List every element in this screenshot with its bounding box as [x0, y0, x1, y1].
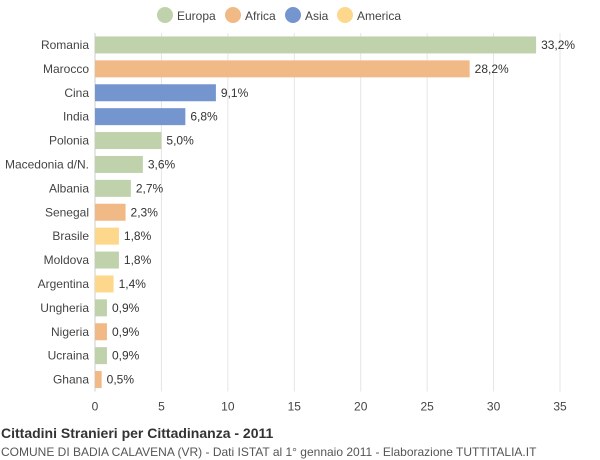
category-label: Cina	[64, 86, 89, 100]
category-label: Romania	[41, 38, 89, 52]
category-labels: Romania Marocco Cina India Polonia Macedonia …	[5, 38, 89, 387]
bar	[95, 84, 216, 102]
legend-label: Asia	[305, 9, 329, 23]
value-label: 2,3%	[131, 205, 159, 219]
chart: Europa Africa Asia America Romania Marocco Ci…	[5, 7, 576, 414]
category-label: Macedonia d/N.	[5, 157, 89, 171]
category-label: Senegal	[45, 205, 89, 219]
x-tick-label: 15	[288, 400, 302, 414]
x-tick-label: 0	[92, 400, 99, 414]
bar	[95, 299, 107, 317]
x-tick-label: 30	[487, 400, 501, 414]
bar	[95, 203, 126, 221]
legend-swatch	[157, 7, 173, 23]
bar	[95, 323, 107, 341]
value-label: 1,8%	[124, 253, 152, 267]
chart-title: Cittadini Stranieri per Cittadinanza - 2…	[1, 425, 274, 441]
value-label: 1,4%	[119, 277, 147, 291]
x-tick-label: 20	[354, 400, 368, 414]
bars	[95, 36, 537, 389]
x-tick-label: 10	[221, 400, 235, 414]
x-tick-label: 25	[420, 400, 434, 414]
legend-swatch	[285, 7, 301, 23]
chart-subtitle: COMUNE DI BADIA CALAVENA (VR) - Dati IST…	[1, 445, 537, 459]
x-tick-labels: 0 5 10 15 20 25 30 35	[92, 400, 567, 414]
legend-item: Asia	[285, 7, 329, 23]
value-label: 0,9%	[112, 301, 140, 315]
value-label: 5,0%	[166, 134, 194, 148]
legend-swatch	[337, 7, 353, 23]
value-label: 6,8%	[190, 110, 218, 124]
legend-label: Europa	[177, 9, 216, 23]
value-label: 28,2%	[475, 62, 509, 76]
bar	[95, 251, 119, 269]
category-label: India	[63, 110, 89, 124]
value-label: 3,6%	[148, 157, 176, 171]
value-label: 0,9%	[112, 349, 140, 363]
x-tick-label: 5	[158, 400, 165, 414]
bar	[95, 155, 143, 173]
value-label: 1,8%	[124, 229, 152, 243]
legend-label: America	[357, 9, 401, 23]
bar	[95, 347, 107, 365]
category-label: Polonia	[49, 134, 89, 148]
x-tick-label: 35	[553, 400, 567, 414]
value-label: 9,1%	[221, 86, 249, 100]
legend-item: Africa	[225, 7, 276, 23]
value-label: 0,5%	[107, 373, 135, 387]
bar	[95, 227, 119, 245]
category-label: Ungheria	[40, 301, 89, 315]
legend: Europa Africa Asia America	[157, 7, 401, 23]
category-label: Albania	[49, 181, 89, 195]
bar	[95, 60, 470, 78]
bar	[95, 108, 186, 126]
category-label: Argentina	[38, 277, 90, 291]
category-label: Moldova	[44, 253, 90, 267]
value-labels: 33,2% 28,2% 9,1%6,8% 5,0% 3,6% 2,7% 2,3% 1,8% 1,…	[107, 38, 576, 387]
category-label: Ucraina	[48, 349, 90, 363]
bar	[95, 36, 537, 54]
legend-label: Africa	[245, 9, 276, 23]
bar	[95, 371, 102, 389]
value-label: 0,9%	[112, 325, 140, 339]
category-label: Brasile	[52, 229, 89, 243]
value-label: 2,7%	[136, 181, 164, 195]
bar	[95, 179, 131, 197]
category-label: Marocco	[43, 62, 89, 76]
legend-item: Europa	[157, 7, 216, 23]
bar	[95, 275, 114, 293]
value-label: 33,2%	[541, 38, 575, 52]
category-label: Nigeria	[51, 325, 89, 339]
category-label: Ghana	[53, 373, 89, 387]
legend-item: America	[337, 7, 401, 23]
legend-swatch	[225, 7, 241, 23]
bar	[95, 132, 162, 150]
